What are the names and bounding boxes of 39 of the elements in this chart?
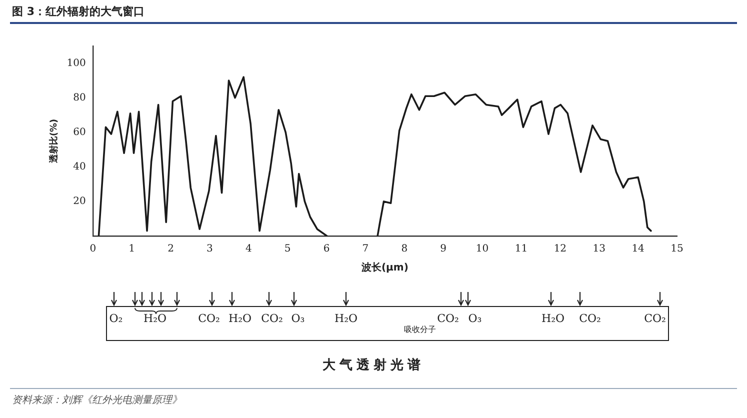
chart-title: 图 3：红外辐射的大气窗口 (12, 4, 144, 19)
x-tick-label: 0 (90, 244, 96, 255)
x-tick-label: 13 (592, 244, 606, 255)
text: CO₂ (261, 312, 283, 325)
x-tick-label: 14 (632, 244, 644, 255)
x-tick-label: 4 (245, 244, 252, 255)
text: 资料来源：刘辉《红外光电测量原理》 (12, 394, 182, 407)
y-tick-label: 60 (73, 126, 86, 138)
x-tick-label: 12 (554, 244, 567, 255)
x-tick-label: 5 (284, 244, 291, 255)
text: CO₂ (579, 312, 601, 325)
text: O₃ (291, 312, 305, 325)
x-tick-label: 9 (440, 244, 447, 255)
text: CO₂ (198, 312, 220, 325)
y-tick-label: 100 (66, 58, 86, 69)
x-tick-label: 1 (128, 244, 136, 255)
text: CO₂ (644, 312, 666, 325)
x-tick-label: 15 (670, 244, 684, 255)
y-axis-title: 透射比(%) (48, 118, 60, 164)
x-tick-label: 3 (206, 244, 213, 255)
text: H₂O (228, 312, 252, 325)
text: CO₂ (437, 312, 459, 325)
x-axis-title: 波长(μm) (360, 262, 408, 274)
y-tick-label: 80 (73, 92, 86, 104)
text: 吸收分子 (404, 324, 436, 335)
text: H₂O (334, 312, 358, 325)
x-tick-label: 8 (401, 244, 408, 255)
x-tick-label: 2 (168, 244, 174, 255)
text: 大气透射光谱 (322, 356, 426, 374)
x-tick-label: 10 (476, 244, 489, 255)
x-tick-label: 11 (514, 244, 528, 255)
text: H₂O (541, 312, 565, 325)
text: O₂ (109, 312, 123, 325)
text: H₂O (143, 312, 167, 325)
x-tick-label: 6 (323, 244, 330, 255)
y-tick-label: 20 (73, 196, 86, 208)
y-tick-label: 40 (73, 162, 86, 173)
x-tick-label: 7 (362, 244, 369, 255)
text: O₃ (468, 312, 482, 325)
